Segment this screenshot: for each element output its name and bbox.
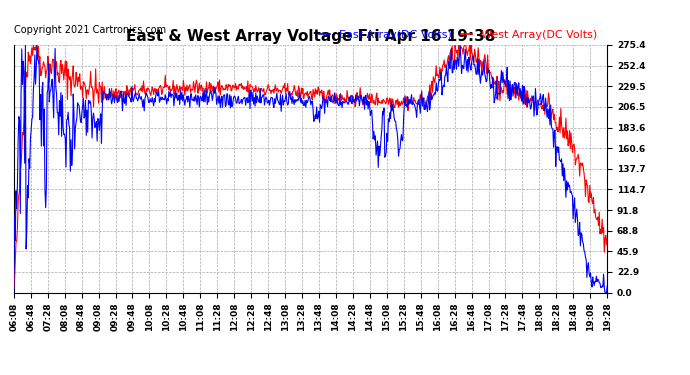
Legend: East Array(DC Volts), West Array(DC Volts): East Array(DC Volts), West Array(DC Volt… xyxy=(315,26,602,45)
Text: Copyright 2021 Cartronics.com: Copyright 2021 Cartronics.com xyxy=(14,25,166,35)
Title: East & West Array Voltage Fri Apr 16 19:38: East & West Array Voltage Fri Apr 16 19:… xyxy=(126,29,495,44)
